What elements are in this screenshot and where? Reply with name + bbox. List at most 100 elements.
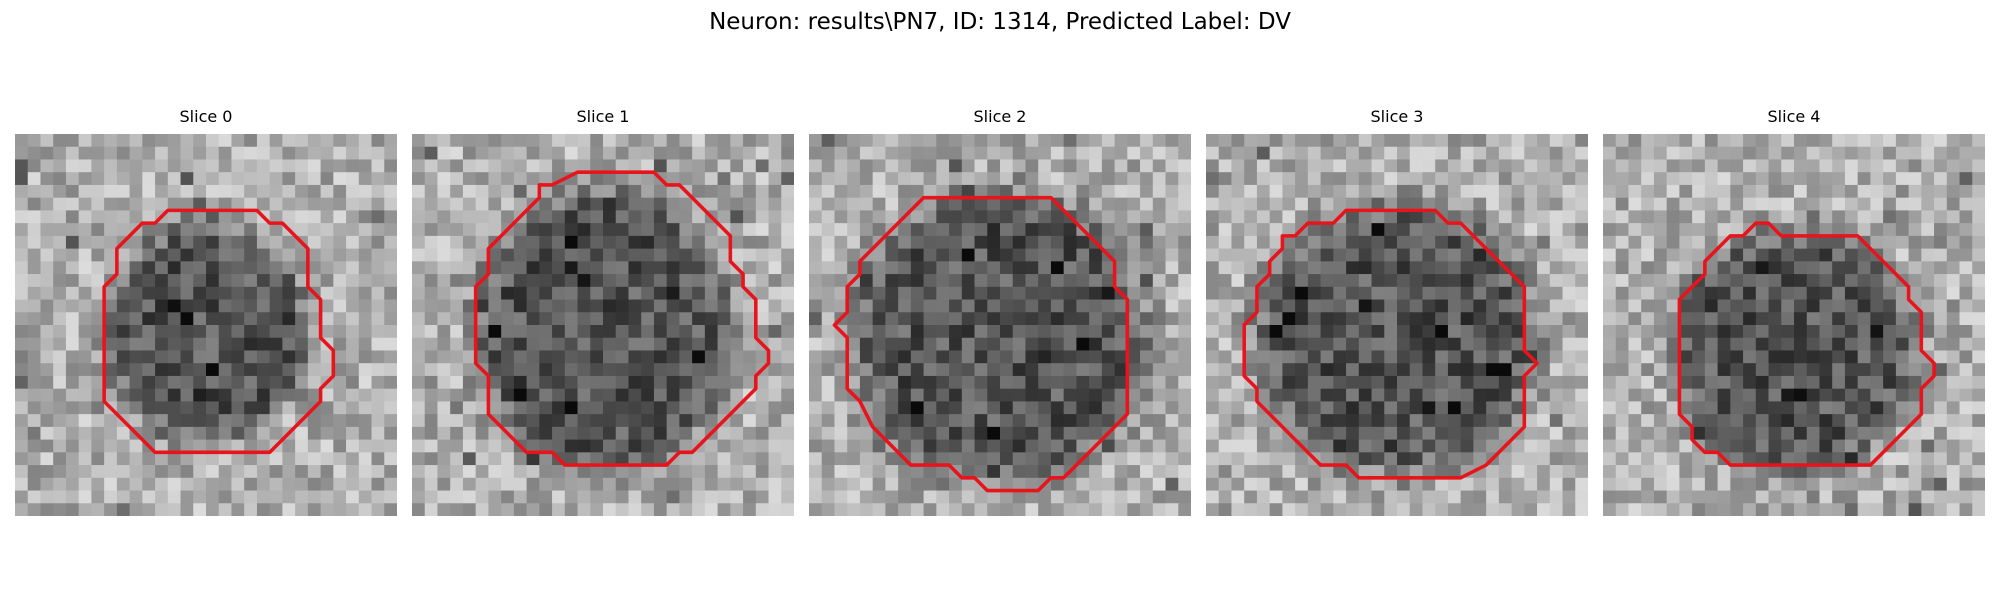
image-pixel <box>822 223 835 236</box>
image-pixel <box>1947 249 1960 262</box>
image-pixel <box>1654 312 1667 325</box>
image-pixel <box>1705 478 1718 491</box>
image-pixel <box>1550 261 1563 274</box>
image-pixel <box>1372 300 1385 313</box>
image-pixel <box>834 147 847 160</box>
image-pixel <box>1219 210 1232 223</box>
image-pixel <box>79 350 92 363</box>
image-pixel <box>1219 350 1232 363</box>
image-pixel <box>1486 159 1499 172</box>
image-pixel <box>130 210 143 223</box>
image-pixel <box>898 300 911 313</box>
image-pixel <box>346 236 359 249</box>
image-pixel <box>1524 338 1537 351</box>
image-pixel <box>628 249 641 262</box>
image-pixel <box>1934 401 1947 414</box>
image-pixel <box>1127 249 1140 262</box>
image-pixel <box>1679 185 1692 198</box>
image-pixel <box>1667 414 1680 427</box>
image-pixel <box>924 325 937 338</box>
image-pixel <box>1794 185 1807 198</box>
image-pixel <box>181 376 194 389</box>
image-pixel <box>476 427 489 440</box>
image-pixel <box>450 414 463 427</box>
image-pixel <box>257 427 270 440</box>
image-pixel <box>372 147 385 160</box>
image-pixel <box>1244 503 1257 516</box>
image-pixel <box>1422 147 1435 160</box>
image-pixel <box>1883 172 1896 185</box>
image-pixel <box>1372 427 1385 440</box>
image-pixel <box>1089 491 1102 504</box>
image-pixel <box>1718 401 1731 414</box>
image-pixel <box>1206 452 1219 465</box>
image-pixel <box>769 478 782 491</box>
image-pixel <box>834 491 847 504</box>
image-pixel <box>425 389 438 402</box>
image-pixel <box>1524 389 1537 402</box>
image-pixel <box>1025 236 1038 249</box>
image-pixel <box>1435 185 1448 198</box>
image-pixel <box>654 503 667 516</box>
image-pixel <box>15 401 28 414</box>
image-pixel <box>15 210 28 223</box>
image-pixel <box>641 274 654 287</box>
image-pixel <box>1718 389 1731 402</box>
image-pixel <box>1909 274 1922 287</box>
image-pixel <box>1244 274 1257 287</box>
image-pixel <box>244 236 257 249</box>
image-pixel <box>641 389 654 402</box>
image-pixel <box>1972 274 1985 287</box>
image-pixel <box>756 236 769 249</box>
image-pixel <box>1730 465 1743 478</box>
image-pixel <box>705 134 718 147</box>
image-pixel <box>1947 440 1960 453</box>
image-pixel <box>333 134 346 147</box>
image-pixel <box>1883 338 1896 351</box>
image-pixel <box>1115 147 1128 160</box>
image-pixel <box>28 363 41 376</box>
image-pixel <box>514 491 527 504</box>
image-pixel <box>1372 376 1385 389</box>
image-pixel <box>527 338 540 351</box>
image-pixel <box>244 249 257 262</box>
image-pixel <box>476 134 489 147</box>
image-pixel <box>1384 159 1397 172</box>
image-pixel <box>1153 147 1166 160</box>
image-pixel <box>1575 210 1588 223</box>
image-pixel <box>1153 503 1166 516</box>
image-pixel <box>1486 440 1499 453</box>
image-pixel <box>1858 198 1871 211</box>
image-pixel <box>834 274 847 287</box>
image-pixel <box>873 389 886 402</box>
image-pixel <box>1219 147 1232 160</box>
image-pixel <box>1359 185 1372 198</box>
image-pixel <box>206 312 219 325</box>
image-pixel <box>781 478 794 491</box>
image-pixel <box>705 274 718 287</box>
image-pixel <box>66 134 79 147</box>
image-pixel <box>743 274 756 287</box>
image-pixel <box>1038 427 1051 440</box>
image-pixel <box>28 389 41 402</box>
image-pixel <box>1064 198 1077 211</box>
image-pixel <box>1257 452 1270 465</box>
image-pixel <box>66 223 79 236</box>
image-pixel <box>384 198 397 211</box>
image-pixel <box>28 198 41 211</box>
image-pixel <box>1921 159 1934 172</box>
image-pixel <box>1102 503 1115 516</box>
image-pixel <box>1616 287 1629 300</box>
image-pixel <box>1705 185 1718 198</box>
image-pixel <box>1845 440 1858 453</box>
image-pixel <box>654 363 667 376</box>
image-pixel <box>1972 389 1985 402</box>
image-pixel <box>718 452 731 465</box>
image-pixel <box>1679 376 1692 389</box>
image-pixel <box>1628 274 1641 287</box>
image-pixel <box>1231 249 1244 262</box>
image-pixel <box>219 427 232 440</box>
image-pixel <box>1244 465 1257 478</box>
image-pixel <box>142 325 155 338</box>
image-pixel <box>514 312 527 325</box>
